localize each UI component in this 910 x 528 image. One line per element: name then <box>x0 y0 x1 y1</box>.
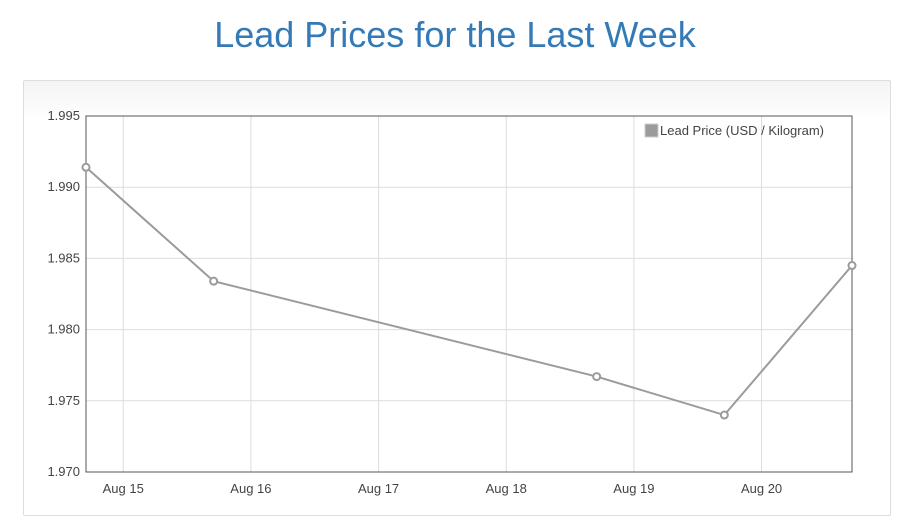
x-tick-label: Aug 18 <box>486 481 527 496</box>
data-point[interactable] <box>592 372 602 382</box>
x-tick-label: Aug 20 <box>741 481 782 496</box>
series-layer <box>81 162 857 420</box>
y-axis-ticks: 1.995 1.990 1.985 1.980 1.975 1.970 <box>47 108 80 479</box>
x-tick-label: Aug 16 <box>230 481 271 496</box>
chart-panel: 1.995 1.990 1.985 1.980 1.975 1.970 Aug 15 Aug… <box>23 80 891 516</box>
plot-area-border <box>85 115 853 473</box>
x-tick-label: Aug 17 <box>358 481 399 496</box>
y-tick-label: 1.975 <box>47 393 80 408</box>
x-tick-label: Aug 19 <box>613 481 654 496</box>
y-tick-label: 1.985 <box>47 250 80 265</box>
data-point[interactable] <box>209 276 219 286</box>
y-tick-label: 1.990 <box>47 179 80 194</box>
series-line <box>85 166 853 417</box>
y-tick-label: 1.970 <box>47 464 80 479</box>
data-point[interactable] <box>719 410 729 420</box>
x-tick-label: Aug 15 <box>103 481 144 496</box>
legend-label: Lead Price (USD / Kilogram) <box>660 123 824 138</box>
legend: Lead Price (USD / Kilogram) <box>644 123 824 138</box>
x-axis-ticks: Aug 15 Aug 16 Aug 17 Aug 18 Aug 19 Aug 20 <box>103 481 783 496</box>
grid-lines <box>86 116 852 472</box>
data-point[interactable] <box>81 162 91 172</box>
legend-swatch <box>644 123 659 138</box>
page-title: Lead Prices for the Last Week <box>214 14 696 55</box>
data-point[interactable] <box>847 261 857 271</box>
y-tick-label: 1.995 <box>47 108 80 123</box>
y-tick-label: 1.980 <box>47 322 80 337</box>
